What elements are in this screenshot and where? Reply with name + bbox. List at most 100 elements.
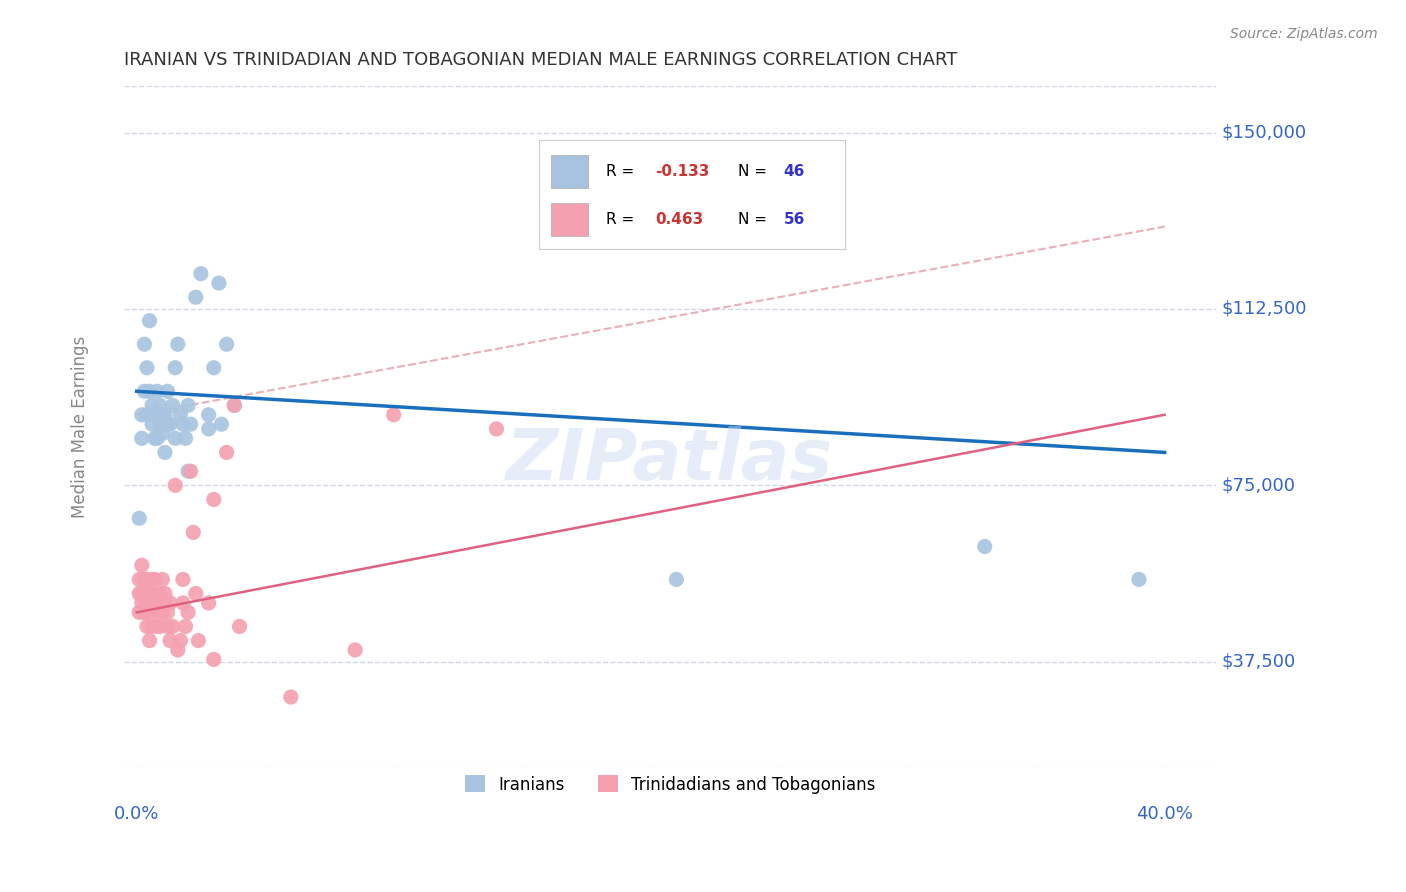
Point bbox=[187, 633, 209, 648]
Point bbox=[165, 478, 187, 492]
Point bbox=[208, 276, 231, 290]
Point bbox=[180, 417, 202, 432]
Point bbox=[172, 573, 194, 587]
Point bbox=[162, 398, 184, 412]
Point bbox=[146, 431, 169, 445]
Point bbox=[134, 384, 156, 399]
Text: 0.0%: 0.0% bbox=[114, 805, 159, 823]
Point bbox=[146, 384, 169, 399]
Point bbox=[136, 596, 159, 610]
Point bbox=[149, 586, 172, 600]
Point bbox=[169, 408, 191, 422]
Point bbox=[202, 652, 225, 666]
Point bbox=[177, 398, 200, 412]
Point bbox=[149, 398, 172, 412]
Point bbox=[169, 633, 191, 648]
Point bbox=[134, 573, 156, 587]
Point bbox=[153, 408, 176, 422]
Point bbox=[166, 337, 188, 351]
Point bbox=[156, 417, 179, 432]
Point bbox=[146, 619, 169, 633]
Point bbox=[973, 540, 995, 554]
Point bbox=[162, 619, 184, 633]
Point bbox=[180, 464, 202, 478]
Point bbox=[150, 605, 173, 619]
Point bbox=[143, 586, 166, 600]
Text: $37,500: $37,500 bbox=[1222, 653, 1295, 671]
Text: $112,500: $112,500 bbox=[1222, 300, 1306, 318]
Point bbox=[177, 464, 200, 478]
Point bbox=[136, 619, 159, 633]
Point bbox=[149, 596, 172, 610]
Point bbox=[143, 596, 166, 610]
Point bbox=[143, 431, 166, 445]
Point bbox=[131, 408, 153, 422]
Point bbox=[150, 426, 173, 441]
Point bbox=[156, 605, 179, 619]
Text: $150,000: $150,000 bbox=[1222, 124, 1306, 142]
Point bbox=[134, 605, 156, 619]
Text: Median Male Earnings: Median Male Earnings bbox=[72, 335, 89, 517]
Point bbox=[172, 417, 194, 432]
Point bbox=[141, 417, 163, 432]
Point bbox=[134, 337, 156, 351]
Point bbox=[156, 619, 179, 633]
Point bbox=[177, 605, 200, 619]
Point bbox=[215, 337, 238, 351]
Point bbox=[143, 408, 166, 422]
Point bbox=[665, 573, 688, 587]
Point bbox=[211, 417, 233, 432]
Point bbox=[141, 398, 163, 412]
Point bbox=[131, 558, 153, 573]
Point bbox=[143, 573, 166, 587]
Point bbox=[197, 408, 219, 422]
Point bbox=[153, 596, 176, 610]
Point bbox=[197, 596, 219, 610]
Text: 40.0%: 40.0% bbox=[1136, 805, 1194, 823]
Point bbox=[485, 422, 508, 436]
Point bbox=[141, 573, 163, 587]
Point bbox=[202, 492, 225, 507]
Point bbox=[202, 360, 225, 375]
Point bbox=[138, 586, 160, 600]
Point bbox=[166, 643, 188, 657]
Point bbox=[131, 596, 153, 610]
Point bbox=[165, 360, 187, 375]
Point bbox=[136, 360, 159, 375]
Point bbox=[228, 619, 250, 633]
Point bbox=[138, 314, 160, 328]
Point bbox=[138, 633, 160, 648]
Point bbox=[159, 417, 181, 432]
Point bbox=[138, 605, 160, 619]
Point bbox=[174, 619, 197, 633]
Text: Source: ZipAtlas.com: Source: ZipAtlas.com bbox=[1230, 27, 1378, 41]
Point bbox=[174, 431, 197, 445]
Legend: Iranians, Trinidadians and Tobagonians: Iranians, Trinidadians and Tobagonians bbox=[458, 769, 882, 800]
Text: $75,000: $75,000 bbox=[1222, 476, 1295, 494]
Point bbox=[172, 596, 194, 610]
Point bbox=[136, 573, 159, 587]
Point bbox=[128, 511, 150, 525]
Text: ZIPatlas: ZIPatlas bbox=[506, 426, 834, 495]
Point bbox=[224, 398, 246, 412]
Point bbox=[156, 384, 179, 399]
Point bbox=[128, 573, 150, 587]
Point bbox=[344, 643, 367, 657]
Point bbox=[150, 408, 173, 422]
Point bbox=[197, 422, 219, 436]
Point bbox=[134, 586, 156, 600]
Point bbox=[159, 633, 181, 648]
Point bbox=[159, 596, 181, 610]
Point bbox=[141, 619, 163, 633]
Point bbox=[181, 525, 204, 540]
Point bbox=[131, 431, 153, 445]
Point bbox=[128, 605, 150, 619]
Point bbox=[131, 586, 153, 600]
Point bbox=[141, 596, 163, 610]
Point bbox=[224, 398, 246, 412]
Point bbox=[382, 408, 405, 422]
Point bbox=[146, 605, 169, 619]
Point bbox=[149, 619, 172, 633]
Point bbox=[215, 445, 238, 459]
Point bbox=[150, 573, 173, 587]
